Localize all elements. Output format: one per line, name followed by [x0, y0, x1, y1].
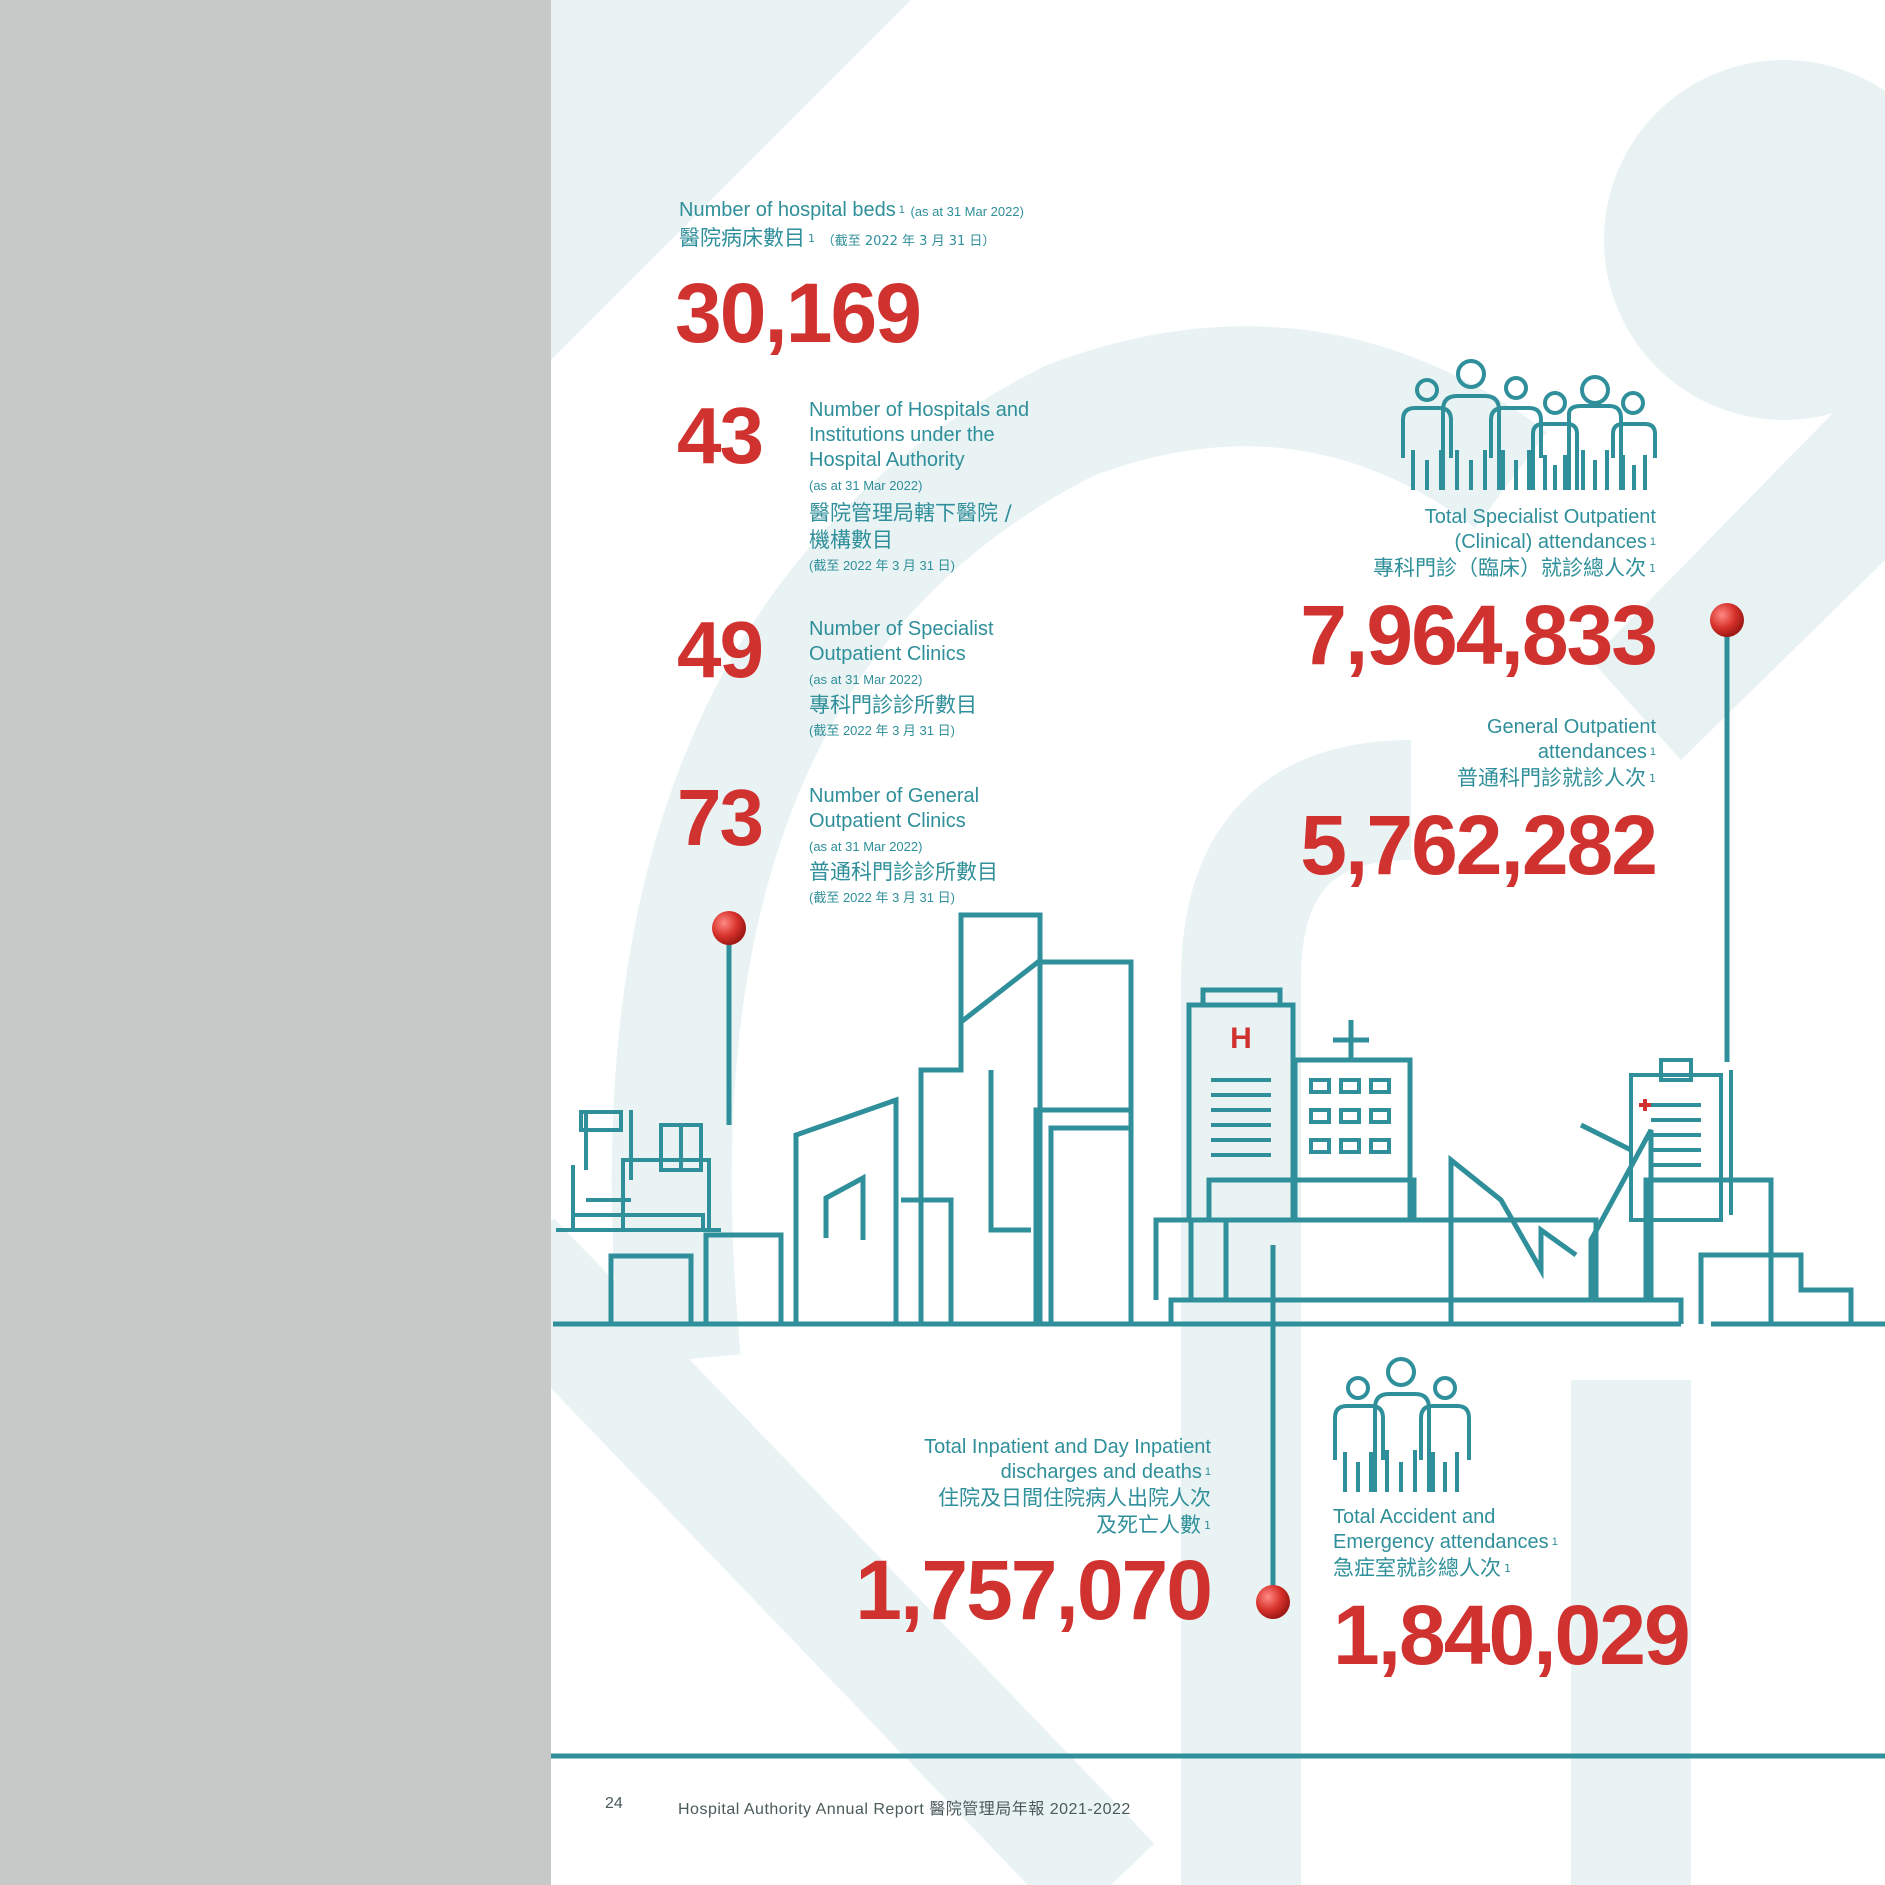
beds-note-en: (as at 31 Mar 2022) — [910, 204, 1024, 219]
general-label-en-2: attendances — [1537, 741, 1647, 763]
beds-label: Number of hospital beds 1 (as at 31 Mar 2… — [679, 198, 1179, 223]
beds-value: 30,169 — [675, 266, 922, 360]
inpatient-value: 1,757,070 — [855, 1543, 1213, 1637]
footnote-marker: 1 — [1649, 536, 1656, 548]
skyline-illustration: H — [551, 0, 1885, 1885]
hospitals-label-en-1: Number of Hospitals and — [809, 399, 1030, 421]
inpatient-label: Total Inpatient and Day Inpatient discha… — [751, 1435, 1211, 1539]
gopc-note-en: (as at 31 Mar 2022) — [809, 839, 923, 854]
ae-label-en-1: Total Accident and — [1333, 1506, 1496, 1528]
ae-label-zh: 急症室就診總人次 — [1333, 1556, 1501, 1580]
people-group-icon — [1401, 359, 1657, 490]
hospitals-value: 43 — [677, 391, 764, 480]
footer-title: Hospital Authority Annual Report 醫院管理局年報… — [678, 1801, 1131, 1818]
inpatient-label-en-2: discharges and deaths — [1000, 1461, 1202, 1483]
soc-label-en-1: Number of Specialist — [809, 618, 994, 640]
soc-label-en-2: Outpatient Clinics — [809, 643, 966, 665]
hospital-building-icon: H — [1186, 987, 1417, 1223]
specialist-label-zh: 專科門診（臨床）就診總人次 — [1373, 556, 1646, 580]
footnote-marker: 1 — [1204, 1466, 1211, 1478]
inpatient-label-zh-1: 住院及日間住院病人出院人次 — [938, 1486, 1211, 1510]
specialist-label: Total Specialist Outpatient (Clinical) a… — [1151, 505, 1656, 582]
footnote-marker: 1 — [808, 232, 815, 245]
hospitals-label-en-3: Hospital Authority — [809, 449, 965, 471]
hospitals-label-zh-2: 機構數目 — [809, 528, 893, 552]
watermark-logo — [551, 0, 1885, 760]
people-trio-icon — [1333, 1357, 1471, 1492]
soc-value: 49 — [677, 605, 764, 694]
specialist-label-en-2: (Clinical) attendances — [1454, 531, 1647, 553]
footnote-marker: 1 — [1504, 1562, 1511, 1575]
clipboard-icon — [1629, 1058, 1733, 1222]
footnote-marker: 1 — [1204, 1519, 1211, 1532]
general-value: 5,762,282 — [1300, 798, 1658, 892]
gopc-label-en-1: Number of General — [809, 785, 980, 807]
inpatient-label-en-1: Total Inpatient and Day Inpatient — [924, 1436, 1211, 1458]
gopc-value: 73 — [677, 773, 764, 862]
svg-text:H: H — [1230, 1022, 1252, 1055]
soc-note-zh: (截至 2022 年 3 月 31 日) — [809, 723, 955, 738]
gopc-label: Number of General Outpatient Clinics (as… — [809, 784, 1109, 908]
specialist-label-en-1: Total Specialist Outpatient — [1424, 506, 1656, 528]
gopc-label-zh: 普通科門診診所數目 — [809, 860, 998, 884]
soc-note-en: (as at 31 Mar 2022) — [809, 672, 923, 687]
gopc-label-en-2: Outpatient Clinics — [809, 810, 966, 832]
general-label-en-1: General Outpatient — [1487, 716, 1656, 738]
soc-label-zh: 專科門診診所數目 — [809, 693, 977, 717]
beds-label-zh: 醫院病床數目 — [679, 226, 805, 250]
general-label: General Outpatient attendances 1 普通科門診就診人… — [1151, 715, 1656, 792]
hospitals-label-zh-1: 醫院管理局轄下醫院 / — [809, 501, 1012, 525]
gopc-note-zh: (截至 2022 年 3 月 31 日) — [809, 890, 955, 905]
footnote-marker: 1 — [898, 204, 905, 216]
beds-label-zh-line: 醫院病床數目 1 （截至 2022 年 3 月 31 日） — [679, 225, 1179, 252]
hospitals-label: Number of Hospitals and Institutions und… — [809, 398, 1109, 576]
ae-label-en-2: Emergency attendances — [1333, 1531, 1549, 1553]
grey-sidebar — [0, 0, 551, 1885]
hospitals-note-zh: (截至 2022 年 3 月 31 日) — [809, 558, 955, 573]
footnote-marker: 1 — [1649, 746, 1656, 758]
hospitals-note-en: (as at 31 Mar 2022) — [809, 478, 923, 493]
beds-note-zh: （截至 2022 年 3 月 31 日） — [821, 234, 996, 249]
soc-label: Number of Specialist Outpatient Clinics … — [809, 617, 1109, 741]
inpatient-label-zh-2: 及死亡人數 — [1096, 1513, 1201, 1537]
footnote-marker: 1 — [1649, 562, 1656, 575]
footnote-marker: 1 — [1649, 772, 1656, 785]
specialist-value: 7,964,833 — [1300, 588, 1658, 682]
footnote-marker: 1 — [1551, 1536, 1558, 1548]
report-page: H — [551, 0, 1885, 1885]
hospitals-label-en-2: Institutions under the — [809, 424, 995, 446]
hospital-bed-icon — [556, 1110, 721, 1232]
ae-value: 1,840,029 — [1333, 1588, 1691, 1682]
page-number: 24 — [605, 1795, 623, 1812]
general-label-zh: 普通科門診就診人次 — [1457, 766, 1646, 790]
ae-label: Total Accident and Emergency attendances… — [1333, 1505, 1753, 1582]
beds-label-en: Number of hospital beds — [679, 199, 896, 221]
pin-icon — [712, 603, 1744, 1619]
